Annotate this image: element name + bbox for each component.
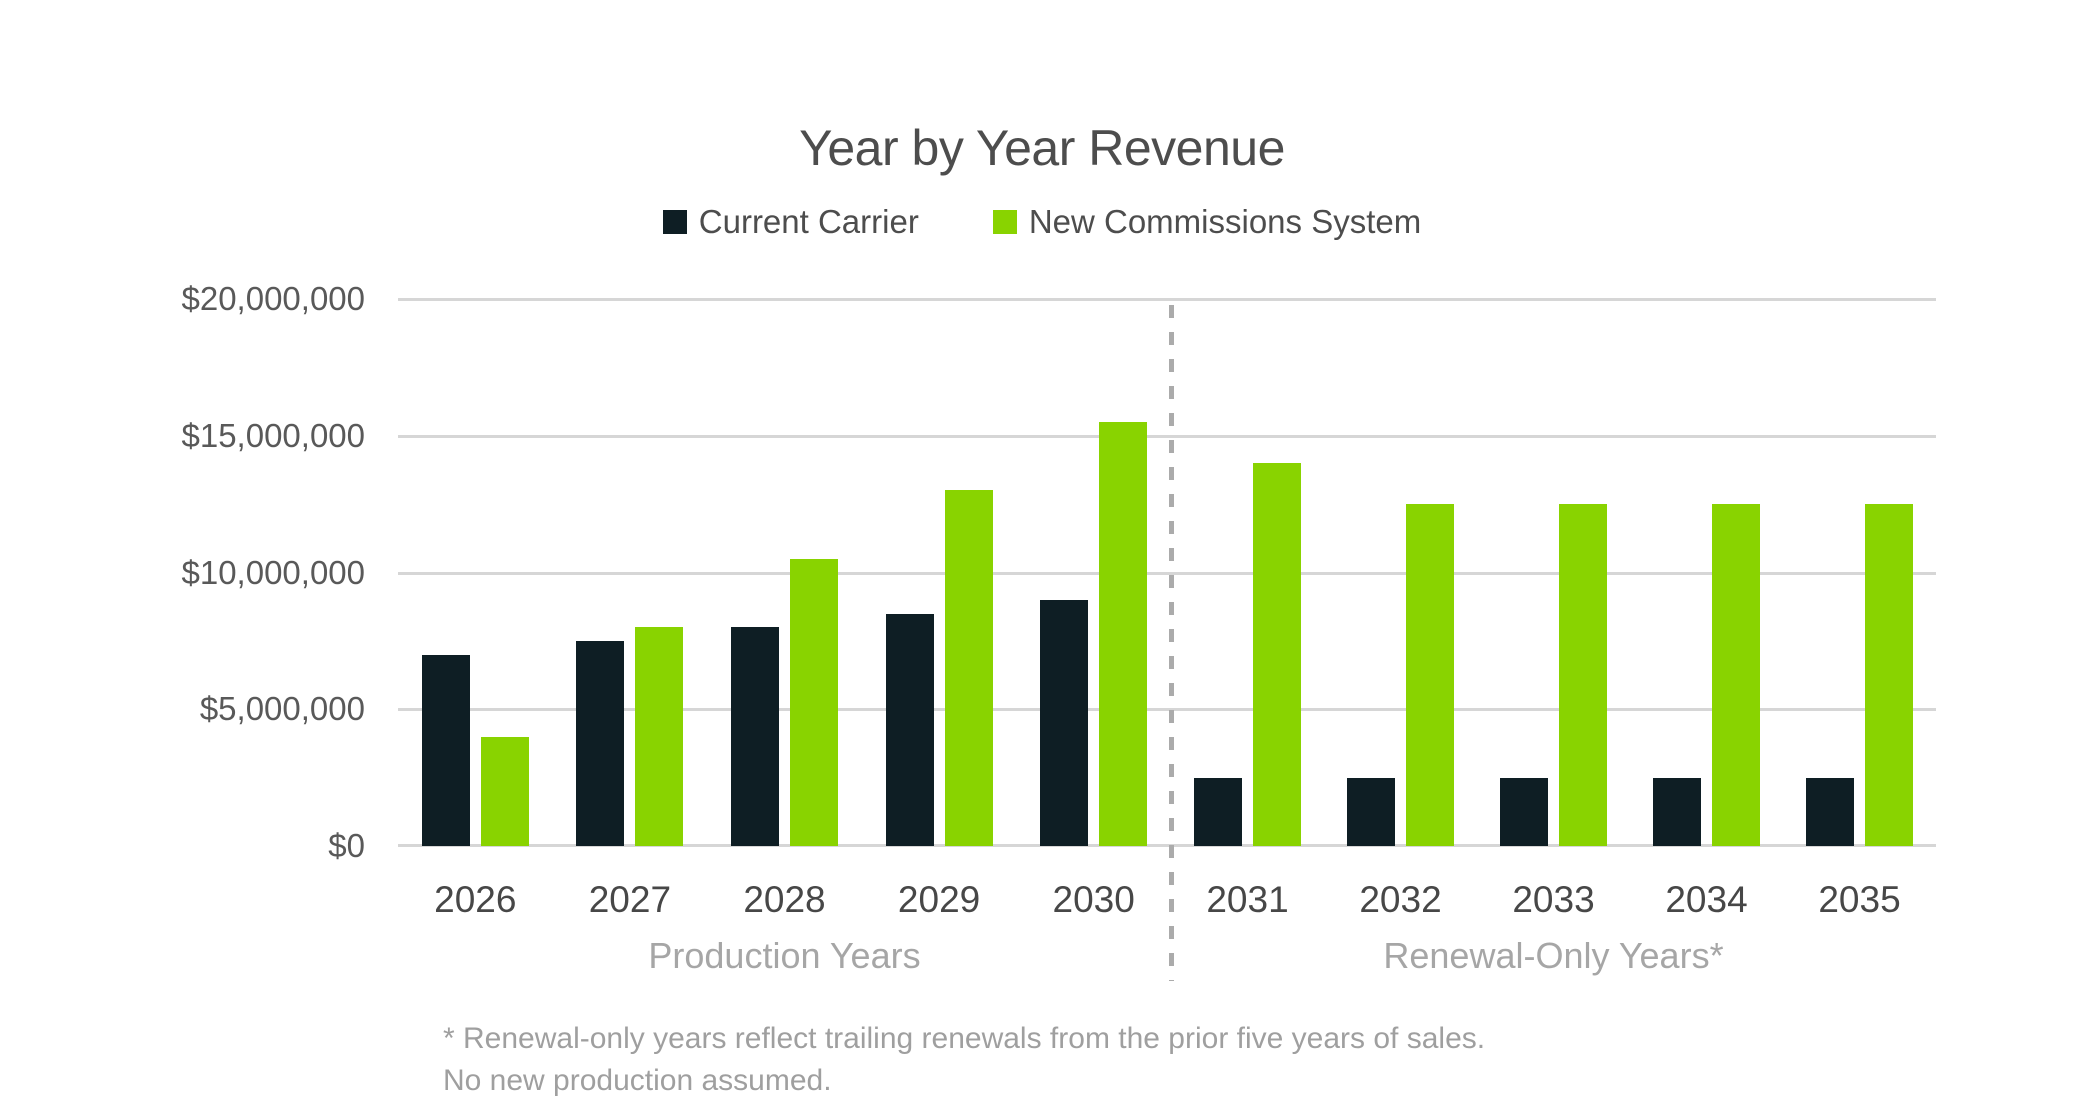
bar-zones (398, 299, 1936, 846)
x-tick-2035: 2035 (1818, 879, 1901, 920)
bar-new-commissions-system-2032 (1406, 504, 1454, 846)
bar-group-2033 (1477, 299, 1630, 846)
chart-body: $20,000,000 $15,000,000 $10,000,000 $5,0… (0, 280, 2084, 981)
bar-group-2027 (553, 299, 708, 846)
production-years-bars-zone (398, 299, 1171, 846)
y-tick-20m: $20,000,000 (181, 280, 365, 317)
x-tick-2027: 2027 (588, 879, 672, 920)
gridline-10m (398, 571, 1936, 575)
chart-title: Year by Year Revenue (799, 120, 1285, 176)
gridline-5m (398, 708, 1936, 712)
y-tick-15m: $15,000,000 (181, 416, 365, 454)
y-axis: $20,000,000 $15,000,000 $10,000,000 $5,0… (0, 280, 398, 864)
group-divider-dashed-line (1169, 305, 1174, 981)
bar-new-commissions-system-2030 (1099, 422, 1148, 846)
bar-current-carrier-2029 (885, 613, 934, 846)
gridline-15m (398, 434, 1936, 438)
bar-current-carrier-2033 (1500, 777, 1548, 846)
footnote: * Renewal-only years reflect trailing re… (443, 1018, 2084, 1102)
bar-group-2035 (1783, 299, 1936, 846)
bar-current-carrier-2027 (576, 640, 625, 846)
axis-line-0 (398, 844, 1936, 847)
legend: Current Carrier New Commissions System (0, 202, 2084, 242)
gridline-20m (398, 298, 1936, 301)
x-tick-2030: 2030 (1052, 879, 1135, 920)
bar-current-carrier-2034 (1653, 777, 1701, 846)
legend-label-new-commissions-system: New Commissions System (1028, 203, 1422, 240)
production-years-labels: 2026 2027 2028 2029 2030 (398, 878, 1171, 922)
x-tick-2034: 2034 (1665, 879, 1748, 920)
x-axis-labels: 2026 2027 2028 2029 2030 2031 2032 2033 2034 203… (398, 878, 1936, 922)
bar-group-2029 (862, 299, 1017, 846)
group-label-renewal-only-years: Renewal-Only Years* (1383, 935, 1724, 977)
bar-new-commissions-system-2033 (1559, 504, 1607, 846)
bar-group-2034 (1630, 299, 1783, 846)
legend-swatch-current-carrier (662, 210, 687, 234)
y-tick-5m: $5,000,000 (199, 690, 365, 728)
plot-column: 2026 2027 2028 2029 2030 2031 2032 2033 2034 203… (398, 298, 1936, 981)
bar-new-commissions-system-2029 (944, 490, 993, 846)
x-tick-2028: 2028 (743, 879, 826, 920)
plot-area (398, 298, 1936, 847)
bar-group-2032 (1324, 299, 1477, 846)
bar-current-carrier-2028 (730, 627, 779, 846)
bar-group-2026 (398, 299, 553, 846)
bar-current-carrier-2030 (1040, 599, 1089, 846)
legend-swatch-new-commissions-system (992, 210, 1017, 234)
bar-current-carrier-2031 (1194, 777, 1242, 846)
legend-item-new-commissions-system: New Commissions System (992, 203, 1422, 241)
bar-new-commissions-system-2028 (789, 558, 838, 846)
group-labels: Production Years Renewal-Only Years* (398, 934, 1936, 977)
renewal-years-bars-zone (1171, 299, 1936, 846)
bar-new-commissions-system-2031 (1253, 463, 1301, 846)
y-tick-0: $0 (328, 827, 365, 864)
x-tick-2032: 2032 (1359, 879, 1442, 920)
y-tick-10m: $10,000,000 (181, 553, 365, 591)
bar-group-2028 (707, 299, 862, 846)
renewal-years-labels: 2031 2032 2033 2034 2035 (1171, 878, 1936, 922)
bar-new-commissions-system-2027 (635, 627, 684, 846)
bar-new-commissions-system-2035 (1865, 504, 1913, 846)
legend-item-current-carrier: Current Carrier (662, 203, 919, 241)
bar-current-carrier-2026 (421, 654, 470, 846)
bar-new-commissions-system-2026 (480, 736, 529, 846)
bar-new-commissions-system-2034 (1712, 504, 1760, 846)
bar-current-carrier-2032 (1347, 777, 1395, 846)
x-tick-2029: 2029 (897, 879, 981, 920)
legend-label-current-carrier: Current Carrier (698, 203, 919, 240)
bar-group-2031 (1171, 299, 1324, 846)
x-tick-2031: 2031 (1206, 879, 1289, 920)
x-tick-2026: 2026 (434, 879, 517, 920)
bar-current-carrier-2035 (1806, 777, 1854, 846)
group-label-production-years: Production Years (648, 935, 921, 977)
bar-group-2030 (1016, 299, 1171, 846)
footnote-line-2: No new production assumed. (443, 1063, 832, 1097)
x-tick-2033: 2033 (1512, 879, 1595, 920)
footnote-line-1: * Renewal-only years reflect trailing re… (443, 1021, 1486, 1055)
